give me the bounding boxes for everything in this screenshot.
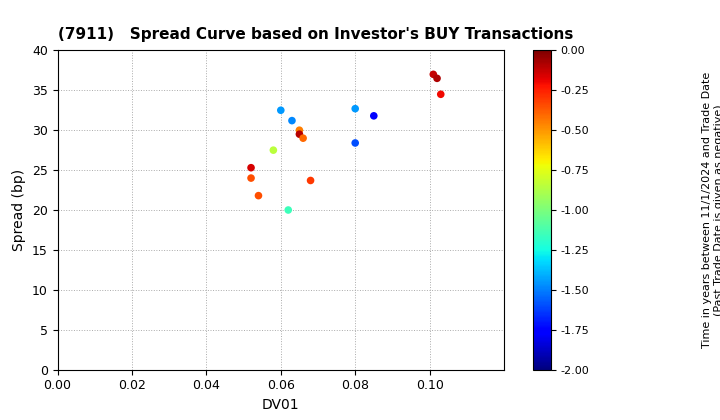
Point xyxy=(368,113,379,119)
Point xyxy=(297,135,309,142)
Point xyxy=(282,207,294,213)
Text: (7911)   Spread Curve based on Investor's BUY Transactions: (7911) Spread Curve based on Investor's … xyxy=(58,27,573,42)
Point xyxy=(428,71,439,78)
Y-axis label: Spread (bp): Spread (bp) xyxy=(12,169,27,251)
Point xyxy=(294,127,305,134)
Point xyxy=(435,91,446,97)
X-axis label: DV01: DV01 xyxy=(262,398,300,412)
Point xyxy=(305,177,316,184)
Point xyxy=(349,105,361,112)
Point xyxy=(286,117,298,124)
Point xyxy=(246,175,257,181)
Text: Time in years between 11/1/2024 and Trade Date
(Past Trade Date is given as nega: Time in years between 11/1/2024 and Trad… xyxy=(702,72,720,348)
Point xyxy=(268,147,279,153)
Point xyxy=(275,107,287,113)
Point xyxy=(294,131,305,137)
Point xyxy=(431,75,443,81)
Point xyxy=(253,192,264,199)
Point xyxy=(349,139,361,146)
Point xyxy=(246,164,257,171)
